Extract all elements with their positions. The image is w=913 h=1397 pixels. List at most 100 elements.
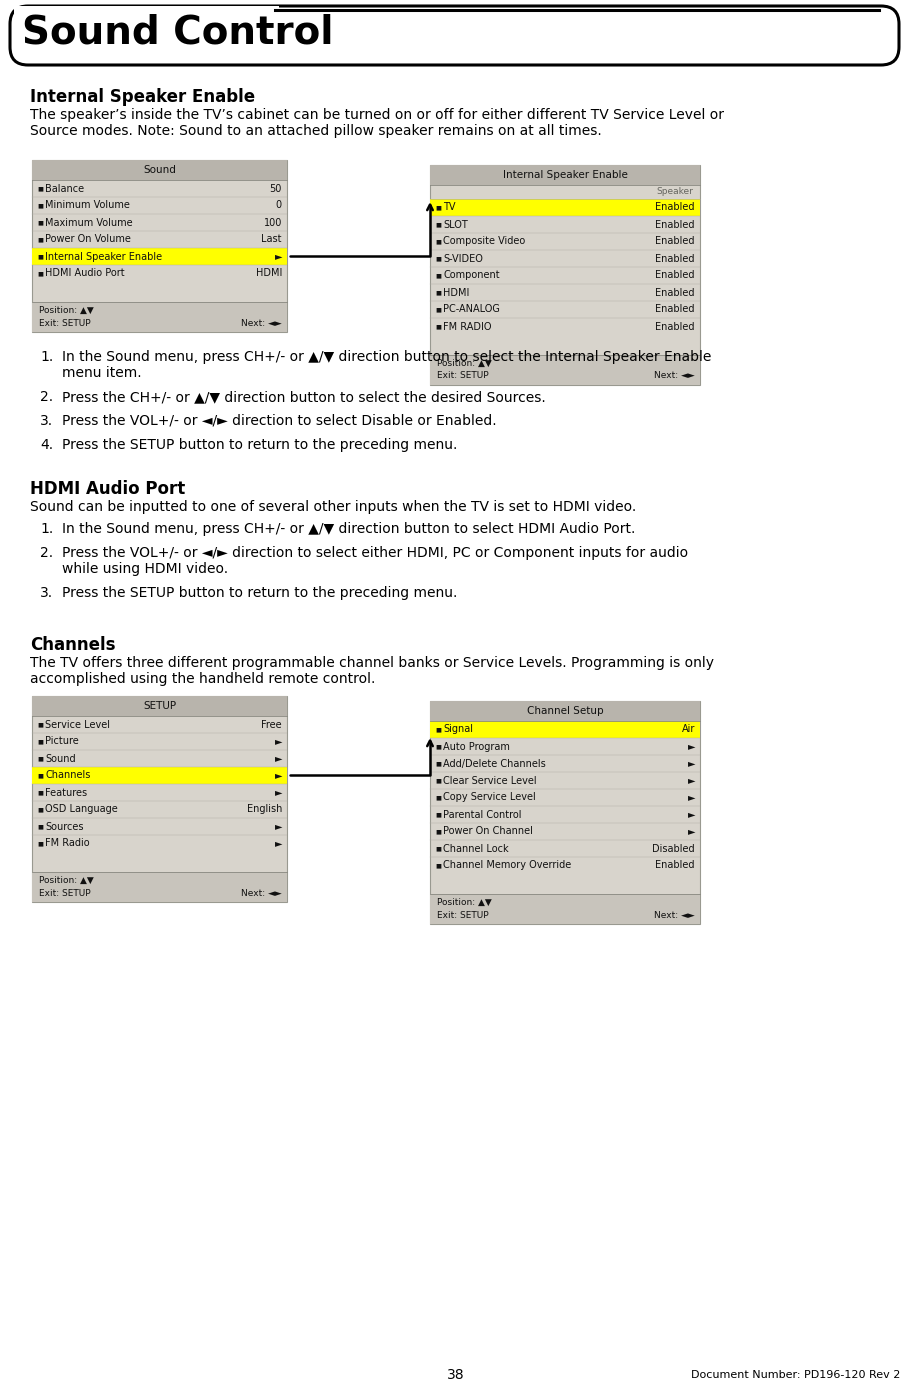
Text: Enabled: Enabled (656, 861, 695, 870)
Bar (430, 894, 700, 923)
Text: 2.: 2. (40, 546, 53, 560)
Text: 1.: 1. (40, 522, 53, 536)
Text: ■: ■ (435, 324, 441, 330)
Text: English: English (247, 805, 282, 814)
Text: Power On Channel: Power On Channel (443, 827, 533, 837)
Text: Enabled: Enabled (656, 203, 695, 212)
Text: ■: ■ (435, 256, 441, 261)
Text: ■: ■ (435, 307, 441, 312)
Text: ►: ► (275, 771, 282, 781)
Text: ■: ■ (37, 789, 43, 795)
Text: 50: 50 (269, 183, 282, 194)
Text: Channel Lock: Channel Lock (443, 844, 509, 854)
Text: ►: ► (275, 753, 282, 764)
Text: accomplished using the handheld remote control.: accomplished using the handheld remote c… (30, 672, 375, 686)
Text: ■: ■ (37, 773, 43, 778)
Text: ■: ■ (37, 186, 43, 191)
Bar (32, 872, 287, 902)
Text: In the Sound menu, press CH+/- or ▲/▼ direction button to select HDMI Audio Port: In the Sound menu, press CH+/- or ▲/▼ di… (62, 522, 635, 536)
Text: In the Sound menu, press CH+/- or ▲/▼ direction button to select the Internal Sp: In the Sound menu, press CH+/- or ▲/▼ di… (62, 351, 711, 365)
Text: FM Radio: FM Radio (45, 838, 89, 848)
Text: Position: ▲▼: Position: ▲▼ (437, 359, 492, 367)
Bar (14, 6, 279, 24)
Text: ■: ■ (37, 756, 43, 761)
Text: Next: ◄►: Next: ◄► (241, 319, 282, 327)
Text: 2.: 2. (40, 390, 53, 404)
Bar (430, 721, 700, 738)
Text: Next: ◄►: Next: ◄► (655, 372, 695, 380)
Text: Maximum Volume: Maximum Volume (45, 218, 132, 228)
Text: SETUP: SETUP (143, 701, 176, 711)
Text: Exit: SETUP: Exit: SETUP (39, 888, 90, 897)
Text: Enabled: Enabled (656, 219, 695, 229)
Text: OSD Language: OSD Language (45, 805, 118, 814)
Text: 3.: 3. (40, 585, 53, 599)
Text: Auto Program: Auto Program (443, 742, 509, 752)
FancyBboxPatch shape (10, 6, 899, 66)
Text: ►: ► (687, 759, 695, 768)
Text: ■: ■ (435, 205, 441, 210)
Text: menu item.: menu item. (62, 366, 142, 380)
Text: ►: ► (687, 809, 695, 820)
Text: ■: ■ (435, 828, 441, 834)
Text: Internal Speaker Enable: Internal Speaker Enable (502, 170, 627, 180)
Text: ►: ► (275, 788, 282, 798)
Bar (32, 249, 287, 265)
Bar (32, 161, 287, 332)
Text: FM RADIO: FM RADIO (443, 321, 491, 331)
Text: Balance: Balance (45, 183, 84, 194)
Text: Parental Control: Parental Control (443, 809, 521, 820)
Text: Document Number: PD196-120 Rev 2: Document Number: PD196-120 Rev 2 (690, 1370, 900, 1380)
Text: Component: Component (443, 271, 499, 281)
Text: ►: ► (687, 792, 695, 802)
Text: ■: ■ (435, 795, 441, 800)
Text: Source modes. Note: Sound to an attached pillow speaker remains on at all times.: Source modes. Note: Sound to an attached… (30, 124, 602, 138)
Text: 0: 0 (276, 201, 282, 211)
Text: ►: ► (275, 736, 282, 746)
Text: Enabled: Enabled (656, 288, 695, 298)
Text: ■: ■ (435, 745, 441, 749)
Text: Position: ▲▼: Position: ▲▼ (39, 306, 94, 314)
Text: ■: ■ (37, 219, 43, 225)
Text: ■: ■ (37, 722, 43, 726)
Text: ►: ► (275, 251, 282, 261)
Text: Exit: SETUP: Exit: SETUP (39, 319, 90, 327)
Text: ■: ■ (435, 847, 441, 851)
Text: Press the SETUP button to return to the preceding menu.: Press the SETUP button to return to the … (62, 439, 457, 453)
Bar (32, 767, 287, 784)
Bar (32, 161, 287, 180)
Text: Press the VOL+/- or ◄/► direction to select either HDMI, PC or Component inputs : Press the VOL+/- or ◄/► direction to sel… (62, 546, 688, 560)
Text: Last: Last (261, 235, 282, 244)
Text: Enabled: Enabled (656, 253, 695, 264)
Text: Composite Video: Composite Video (443, 236, 525, 246)
Bar (430, 701, 700, 721)
Text: Channels: Channels (30, 636, 116, 654)
Text: The speaker’s inside the TV’s cabinet can be turned on or off for either differe: The speaker’s inside the TV’s cabinet ca… (30, 108, 724, 122)
Text: Exit: SETUP: Exit: SETUP (437, 372, 488, 380)
Text: Service Level: Service Level (45, 719, 110, 729)
Text: ■: ■ (37, 271, 43, 277)
Text: PC-ANALOG: PC-ANALOG (443, 305, 500, 314)
Text: Enabled: Enabled (656, 321, 695, 331)
Text: HDMI: HDMI (443, 288, 469, 298)
Text: Sound: Sound (143, 165, 176, 175)
Text: Press the SETUP button to return to the preceding menu.: Press the SETUP button to return to the … (62, 585, 457, 599)
Text: HDMI Audio Port: HDMI Audio Port (30, 481, 185, 497)
Text: 3.: 3. (40, 414, 53, 427)
Text: Enabled: Enabled (656, 305, 695, 314)
Text: ■: ■ (435, 222, 441, 226)
Text: Disabled: Disabled (653, 844, 695, 854)
Text: Next: ◄►: Next: ◄► (241, 888, 282, 897)
Text: Minimum Volume: Minimum Volume (45, 201, 130, 211)
Text: ►: ► (275, 821, 282, 831)
Text: 100: 100 (264, 218, 282, 228)
Text: ■: ■ (435, 291, 441, 295)
Text: Exit: SETUP: Exit: SETUP (437, 911, 488, 919)
Text: ■: ■ (435, 863, 441, 868)
Text: Features: Features (45, 788, 87, 798)
Text: Signal: Signal (443, 725, 473, 735)
Text: Power On Volume: Power On Volume (45, 235, 131, 244)
Text: ■: ■ (435, 239, 441, 244)
Text: Press the VOL+/- or ◄/► direction to select Disable or Enabled.: Press the VOL+/- or ◄/► direction to sel… (62, 414, 497, 427)
Text: The TV offers three different programmable channel banks or Service Levels. Prog: The TV offers three different programmab… (30, 657, 714, 671)
